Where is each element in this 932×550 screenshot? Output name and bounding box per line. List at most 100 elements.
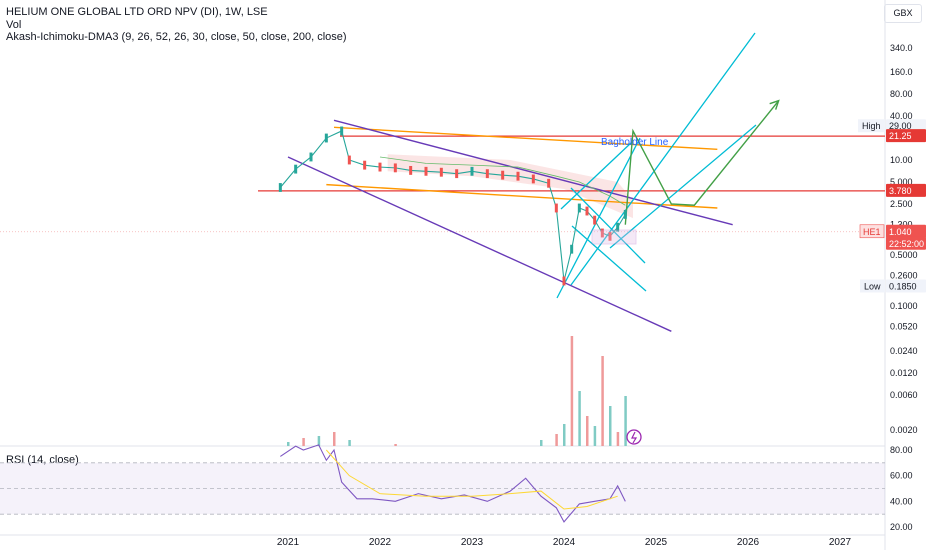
- high-value: 29.00: [889, 121, 912, 131]
- price-candle: [324, 133, 328, 143]
- price-candle: [616, 222, 620, 232]
- last-price-value: 1.040: [889, 227, 912, 237]
- price-tick-label: 0.5000: [890, 250, 918, 260]
- level-1-value: 21.25: [889, 131, 912, 141]
- high-label: High: [862, 121, 881, 131]
- price-candle: [554, 203, 558, 213]
- price-candle: [278, 183, 282, 192]
- countdown-value-bg: [886, 236, 926, 250]
- time-tick-label: 2021: [277, 537, 300, 548]
- volume-bar: [624, 396, 627, 446]
- volume-bar: [333, 432, 336, 446]
- price-tick-label: 5.000: [890, 177, 913, 187]
- volume-bar: [601, 356, 604, 446]
- purple-trendline-top: [333, 119, 733, 226]
- rsi-ma-line: [325, 449, 618, 510]
- time-tick-label: 2026: [737, 537, 760, 548]
- flash-icon: [626, 429, 642, 445]
- volume-bar: [540, 440, 543, 446]
- price-tick-label: 0.0520: [890, 322, 918, 332]
- price-tick-label: 2.500: [890, 199, 913, 209]
- price-tick-label: 0.0120: [890, 368, 918, 378]
- price-candle: [309, 152, 313, 162]
- high-value-bg: [886, 119, 926, 133]
- ticker-badge-bg: [859, 224, 885, 239]
- price-candle: [393, 163, 397, 173]
- purple-trendline-bottom: [287, 156, 672, 332]
- ticker-badge: HE1: [863, 227, 881, 237]
- price-candle: [409, 165, 413, 175]
- price-candle: [424, 166, 428, 176]
- cyan-channel-line: [609, 124, 757, 249]
- volume-bar: [287, 442, 290, 446]
- range-box: [591, 229, 637, 245]
- volume-bar: [570, 336, 574, 446]
- indicator-label: Akash-Ichimoku-DMA3 (9, 26, 52, 26, 30, …: [6, 31, 347, 43]
- volume-bar: [555, 434, 558, 446]
- volume-bar: [593, 426, 597, 446]
- cyan-channel-line: [570, 32, 756, 286]
- price-candle: [363, 160, 367, 170]
- price-candle: [585, 206, 589, 216]
- rsi-tick-label: 20.00: [890, 522, 913, 532]
- price-tick-label: 0.0020: [890, 425, 918, 435]
- last-price-value-bg: [886, 224, 926, 238]
- volume-bar: [609, 406, 612, 446]
- price-candle: [501, 170, 505, 180]
- price-candle: [294, 164, 298, 174]
- volume-bar: [348, 440, 351, 446]
- price-candle: [470, 166, 474, 176]
- green-arrow-head: [769, 99, 780, 110]
- price-candle: [347, 155, 351, 165]
- flash-icon: [631, 431, 638, 444]
- price-line: [279, 130, 626, 282]
- price-candle: [577, 203, 581, 213]
- volume-bar: [317, 436, 321, 446]
- time-tick-label: 2022: [369, 537, 392, 548]
- level-1-value-bg: [886, 129, 926, 143]
- level-2-value-bg: [886, 183, 926, 197]
- price-tick-label: 1.300: [890, 220, 913, 230]
- low-value-bg: [886, 279, 926, 293]
- price-candle: [531, 174, 535, 184]
- price-candle: [439, 167, 443, 177]
- price-tick-label: 40.00: [890, 111, 913, 121]
- low-label: Low: [864, 281, 881, 291]
- price-candle: [593, 215, 597, 225]
- volume-bar: [563, 424, 566, 446]
- time-tick-label: 2024: [553, 537, 576, 548]
- price-tick-label: 0.0240: [890, 346, 918, 356]
- time-tick-label: 2027: [829, 537, 852, 548]
- price-tick-label: 0.1000: [890, 301, 918, 311]
- low-label-bg: [860, 279, 885, 293]
- rsi-line: [280, 444, 626, 523]
- price-candle: [570, 244, 574, 254]
- ichimoku-cloud: [387, 154, 633, 219]
- rsi-tick-label: 60.00: [890, 471, 913, 481]
- rsi-tick-label: 80.00: [890, 445, 913, 455]
- cyan-channel-line: [570, 187, 646, 264]
- price-tick-label: 340.0: [890, 43, 913, 53]
- price-tick-label: 10.00: [890, 155, 913, 165]
- countdown-value: 22:52:00: [889, 239, 924, 249]
- moving-average-line: [379, 156, 626, 206]
- price-tick-label: 80.00: [890, 89, 913, 99]
- high-label-bg: [858, 119, 885, 133]
- volume-label: Vol: [6, 19, 22, 31]
- price-candle: [600, 228, 604, 238]
- cyan-channel-line: [571, 225, 647, 292]
- price-candle: [378, 162, 382, 172]
- chart-title: HELIUM ONE GLOBAL LTD ORD NPV (DI), 1W, …: [6, 6, 268, 18]
- orange-trendline-top: [333, 126, 718, 151]
- cyan-channel-line: [556, 137, 641, 299]
- bagholder-annotation: Bagholder Line: [601, 137, 669, 148]
- low-value: 0.1850: [889, 281, 917, 291]
- volume-bar: [616, 432, 620, 446]
- volume-bar: [302, 438, 305, 446]
- level-2-value: 3.780: [889, 186, 912, 196]
- price-candle: [485, 169, 489, 179]
- price-tick-label: 160.0: [890, 67, 913, 77]
- volume-bar: [578, 391, 581, 446]
